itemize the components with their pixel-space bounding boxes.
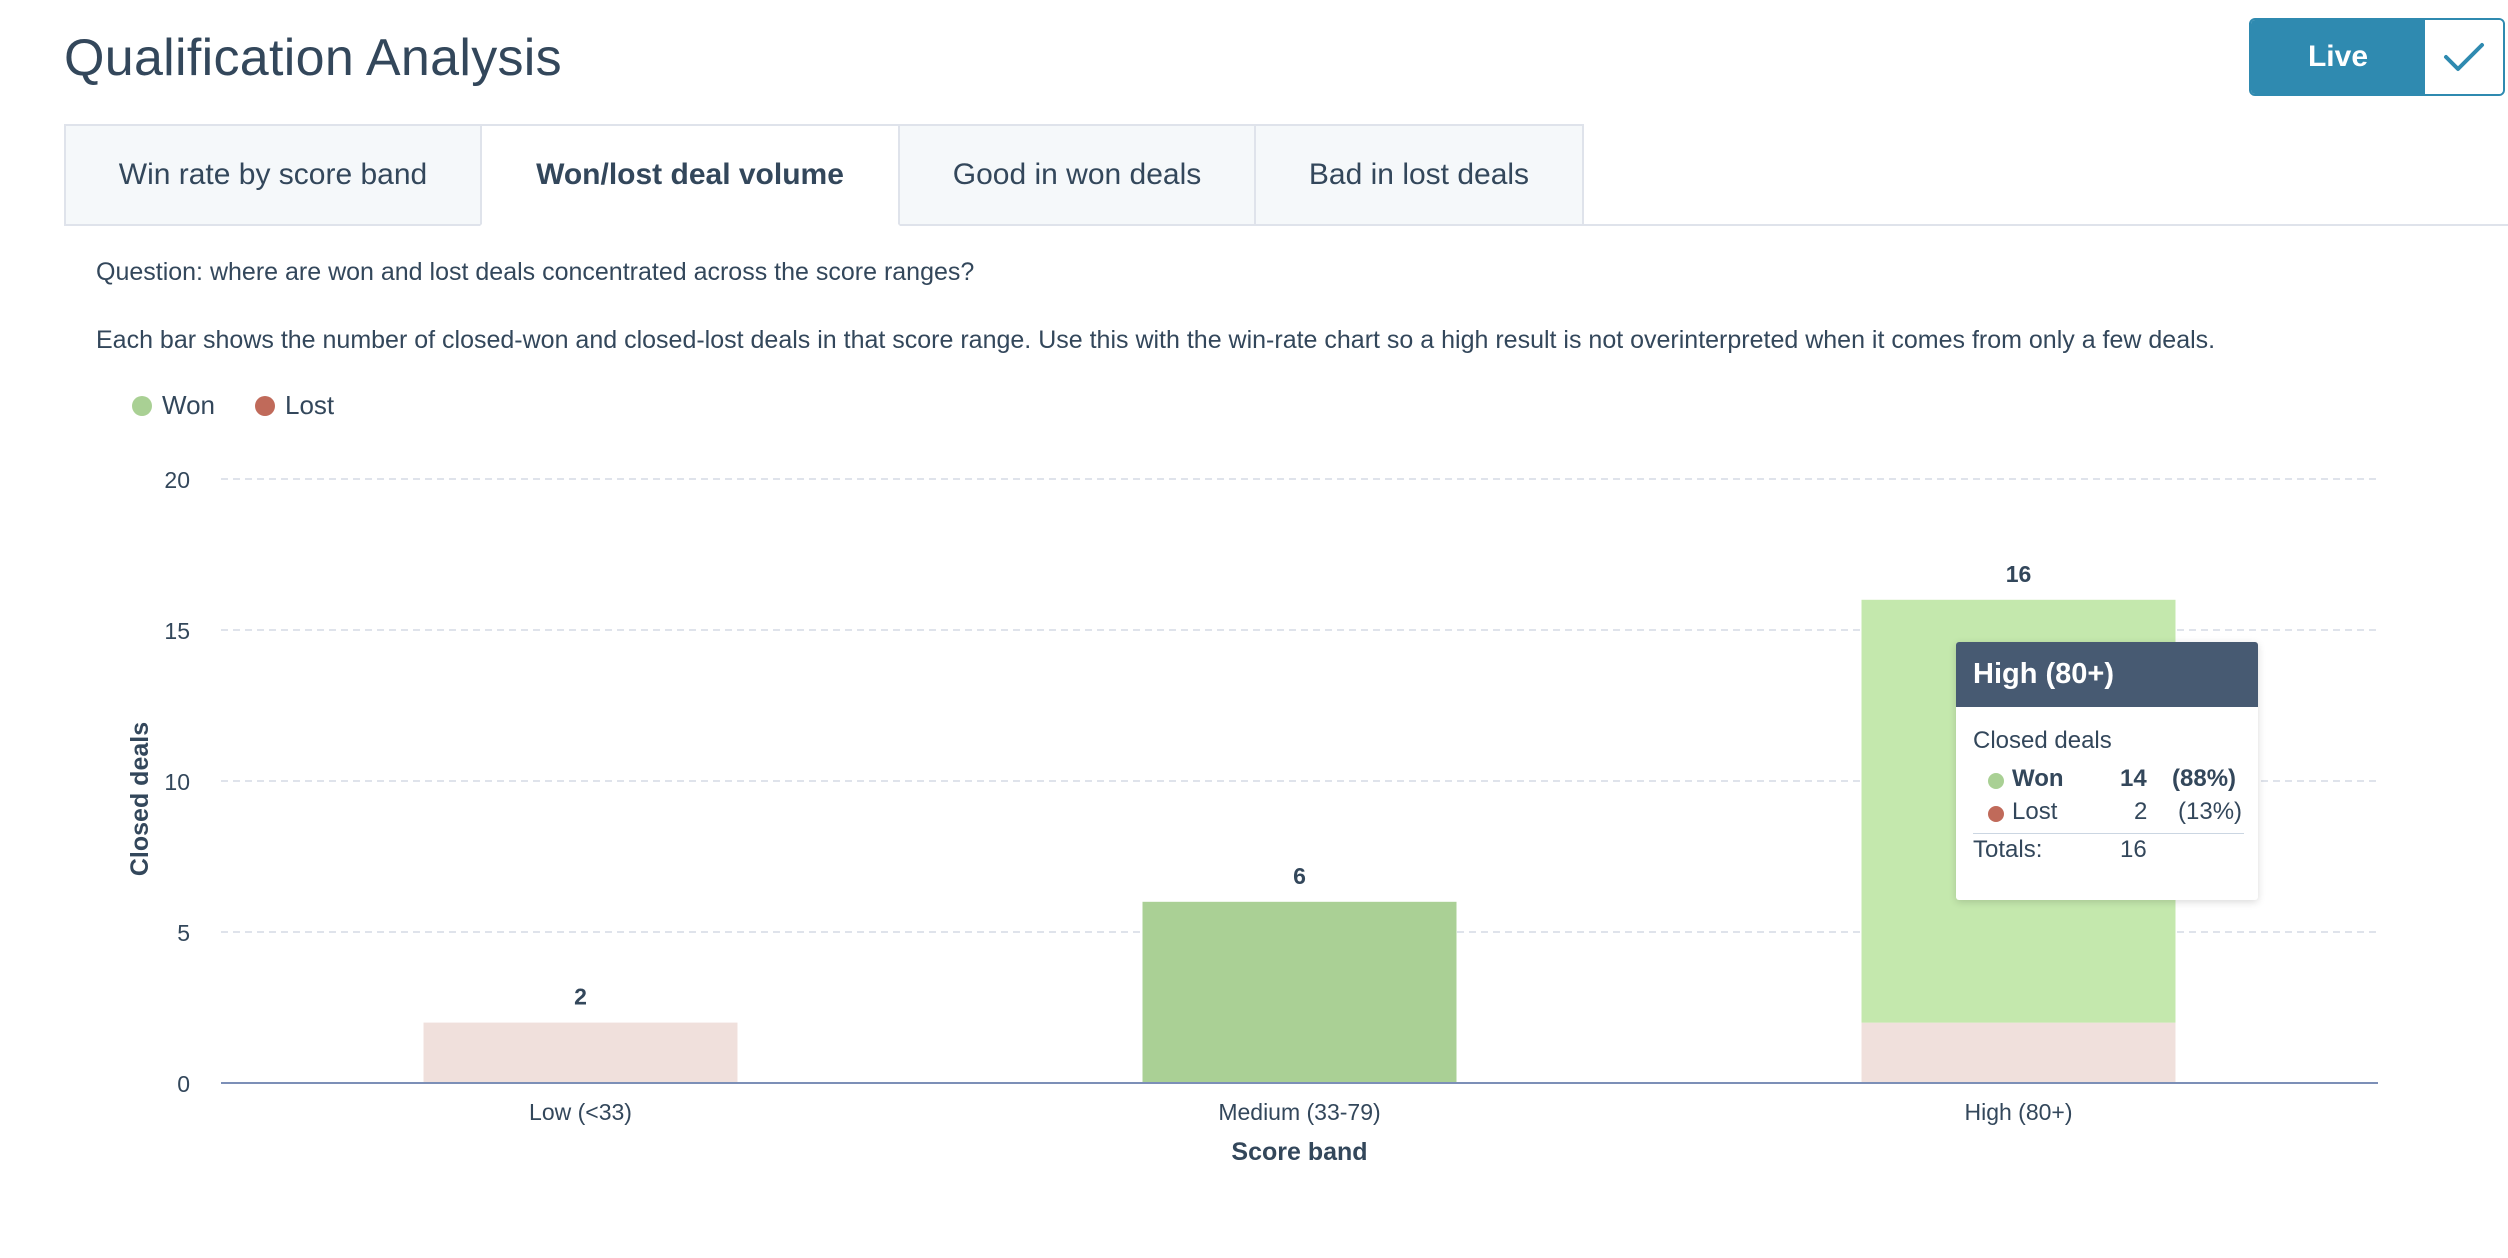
tab-bad-in-lost-deals[interactable]: Bad in lost deals bbox=[1254, 124, 1584, 224]
y-tick-label: 10 bbox=[164, 769, 190, 795]
tooltip-title: High (80+) bbox=[1956, 642, 2258, 707]
bar-lost-segment bbox=[1861, 1022, 2176, 1083]
tab-won-lost-deal-volume[interactable]: Won/lost deal volume bbox=[480, 124, 900, 226]
tab-bar: Win rate by score band Won/lost deal vol… bbox=[64, 124, 2508, 226]
tooltip-totals-value: 16 bbox=[2120, 836, 2147, 863]
tooltip-totals-label: Totals: bbox=[1973, 836, 2043, 863]
legend-label-lost: Lost bbox=[285, 390, 335, 420]
won-dot-icon bbox=[132, 395, 152, 416]
bar-total-label: 6 bbox=[1293, 863, 1306, 889]
won-dot-icon bbox=[1988, 773, 2004, 789]
tooltip-subtitle: Closed deals bbox=[1973, 727, 2112, 754]
tooltip-won-label: Won bbox=[2012, 765, 2064, 792]
bar-won-segment bbox=[1142, 901, 1457, 1083]
tab-good-in-won-deals[interactable]: Good in won deals bbox=[898, 124, 1256, 224]
legend-item-won[interactable]: Won bbox=[132, 390, 215, 421]
y-tick-label: 0 bbox=[177, 1071, 190, 1097]
tooltip-row-lost: Lost 2 (13%) bbox=[1956, 798, 2258, 831]
legend-item-lost[interactable]: Lost bbox=[255, 390, 334, 421]
lost-dot-icon bbox=[255, 395, 275, 416]
x-tick-label: Low (<33) bbox=[529, 1099, 632, 1125]
tooltip-lost-pct: (13%) bbox=[2178, 798, 2243, 825]
chart-legend: Won Lost bbox=[132, 390, 374, 421]
y-axis-title: Closed deals bbox=[126, 722, 154, 876]
description-text: Each bar shows the number of closed-won … bbox=[96, 326, 2216, 354]
bar-total-label: 2 bbox=[574, 984, 587, 1010]
lost-dot-icon bbox=[1988, 806, 2004, 822]
check-icon bbox=[2425, 20, 2503, 94]
y-tick-label: 20 bbox=[164, 467, 190, 493]
x-axis-title: Score band bbox=[1231, 1138, 1367, 1166]
y-tick-label: 15 bbox=[164, 618, 190, 644]
tooltip-lost-value: 2 bbox=[2134, 798, 2148, 825]
x-tick-label: Medium (33-79) bbox=[1218, 1099, 1380, 1125]
tooltip-row-totals: Totals: 16 bbox=[1956, 836, 2258, 869]
chart-tooltip: High (80+) Closed deals Won 14 (88%) Los… bbox=[1956, 642, 2258, 900]
tooltip-won-value: 14 bbox=[2120, 765, 2147, 792]
tooltip-won-pct: (88%) bbox=[2172, 765, 2237, 792]
question-text: Question: where are won and lost deals c… bbox=[96, 258, 975, 286]
tooltip-row-won: Won 14 (88%) bbox=[1956, 765, 2258, 798]
live-toggle[interactable]: Live bbox=[2249, 18, 2505, 96]
bar-total-label: 16 bbox=[2006, 561, 2032, 587]
legend-label-won: Won bbox=[162, 390, 215, 420]
tooltip-totals-divider bbox=[1973, 833, 2244, 834]
tooltip-lost-label: Lost bbox=[2012, 798, 2058, 825]
tab-win-rate-by-score-band[interactable]: Win rate by score band bbox=[64, 124, 482, 224]
bar-lost-segment bbox=[423, 1022, 738, 1083]
live-label: Live bbox=[2251, 20, 2425, 94]
page-title: Qualification Analysis bbox=[64, 29, 562, 87]
y-tick-label: 5 bbox=[177, 920, 190, 946]
x-tick-label: High (80+) bbox=[1964, 1099, 2072, 1125]
